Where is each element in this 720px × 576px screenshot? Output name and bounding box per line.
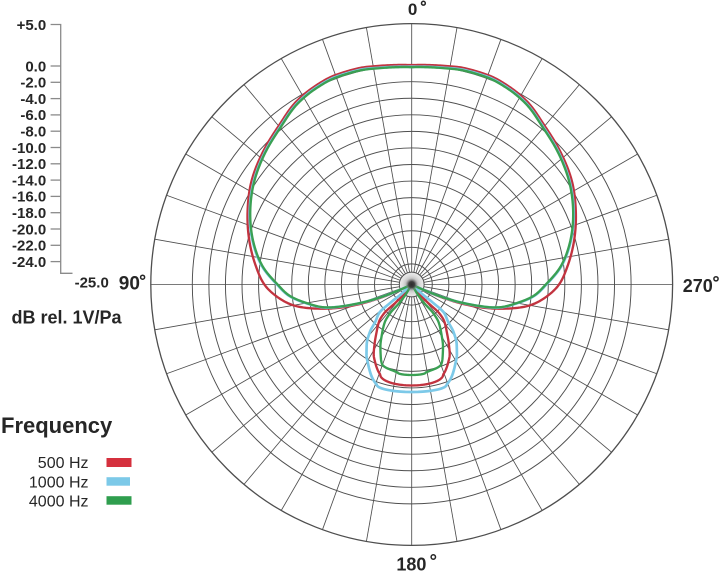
svg-text:-12.0: -12.0	[12, 156, 46, 173]
svg-text:270: 270	[683, 276, 713, 296]
svg-text:-6.0: -6.0	[20, 107, 46, 124]
svg-text:1000 Hz: 1000 Hz	[29, 474, 89, 491]
svg-text:Frequency: Frequency	[1, 413, 113, 438]
svg-text:180: 180	[396, 555, 426, 572]
svg-text:-2.0: -2.0	[20, 75, 46, 92]
svg-text:500 Hz: 500 Hz	[38, 455, 89, 472]
svg-text:-10.0: -10.0	[12, 140, 46, 157]
svg-text:-16.0: -16.0	[12, 189, 46, 206]
svg-text:-24.0: -24.0	[12, 254, 46, 271]
svg-text:4000 Hz: 4000 Hz	[29, 494, 89, 511]
svg-text:+5.0: +5.0	[17, 17, 47, 34]
svg-text:-20.0: -20.0	[12, 221, 46, 238]
svg-text:90: 90	[119, 274, 140, 295]
svg-text:-18.0: -18.0	[12, 205, 46, 222]
svg-text:0.0: 0.0	[25, 58, 46, 75]
svg-text:-4.0: -4.0	[20, 91, 46, 108]
svg-text:-22.0: -22.0	[12, 238, 46, 255]
svg-text:-14.0: -14.0	[12, 172, 46, 189]
svg-text:0: 0	[408, 0, 417, 19]
svg-text:-25.0: -25.0	[75, 275, 109, 292]
svg-text:-8.0: -8.0	[20, 124, 46, 141]
svg-text:dB rel. 1V/Pa: dB rel. 1V/Pa	[12, 307, 123, 327]
